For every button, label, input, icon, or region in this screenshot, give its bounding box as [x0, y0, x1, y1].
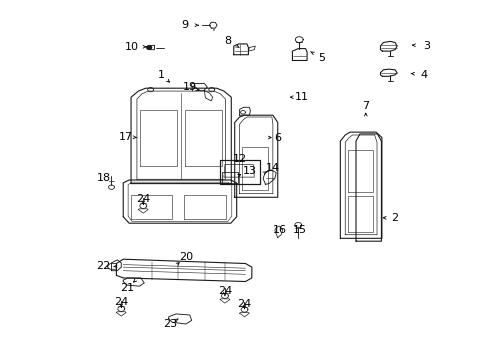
Text: 17: 17 [119, 132, 133, 142]
Polygon shape [146, 46, 151, 49]
Text: 24: 24 [114, 297, 128, 307]
Text: 4: 4 [420, 69, 427, 80]
Text: 1: 1 [158, 70, 164, 80]
Text: 8: 8 [224, 36, 230, 46]
Text: 23: 23 [163, 319, 177, 329]
Text: 13: 13 [242, 166, 256, 176]
Text: 5: 5 [318, 53, 325, 63]
Text: 9: 9 [181, 20, 188, 30]
Text: 12: 12 [232, 154, 246, 164]
Text: 7: 7 [362, 101, 368, 111]
Text: 24: 24 [136, 194, 150, 204]
Text: 11: 11 [295, 92, 308, 102]
Text: 24: 24 [237, 299, 251, 309]
Text: 15: 15 [293, 225, 306, 235]
Text: 14: 14 [265, 163, 279, 173]
Text: 16: 16 [272, 225, 286, 235]
Text: 3: 3 [422, 41, 429, 51]
Text: 21: 21 [120, 283, 134, 293]
Text: 2: 2 [391, 213, 398, 223]
Text: 22: 22 [96, 261, 111, 271]
Text: 10: 10 [125, 42, 139, 52]
Text: 6: 6 [274, 132, 281, 143]
Text: 19: 19 [183, 82, 196, 92]
Text: 18: 18 [97, 173, 111, 183]
Text: 24: 24 [217, 286, 232, 296]
Text: 20: 20 [179, 252, 192, 262]
